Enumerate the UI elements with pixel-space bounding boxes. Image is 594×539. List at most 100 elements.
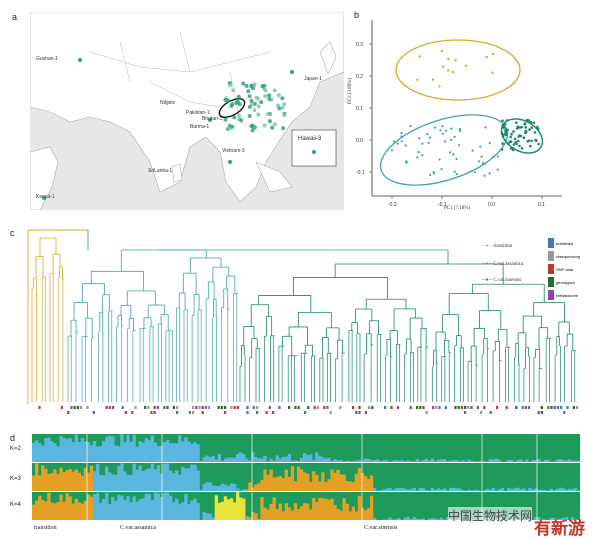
structure-bar <box>50 472 54 491</box>
structure-bar <box>56 502 60 520</box>
structure-bar <box>537 458 541 462</box>
structure-bar <box>263 469 267 491</box>
structure-bar <box>214 485 219 491</box>
structure-bar <box>257 519 261 520</box>
group-label-sinensis: C.var.sinensis <box>364 525 398 531</box>
structure-bar <box>281 456 285 462</box>
structure-bar <box>65 438 69 462</box>
trait-mark <box>528 406 531 409</box>
trait-mark <box>339 406 342 409</box>
structure-bar <box>123 471 127 491</box>
structure-bar <box>144 493 148 520</box>
structure-bar <box>150 435 155 462</box>
pca-point-sinensis <box>517 139 520 143</box>
structure-bar <box>531 489 535 491</box>
pca-point-sinensis <box>533 131 537 134</box>
trait-mark <box>198 406 201 409</box>
place-label-nilgiris: Nilgiris <box>160 100 175 106</box>
structure-bar <box>162 441 167 462</box>
trait-mark <box>326 406 329 409</box>
map-sample-dot <box>280 96 285 101</box>
structure-bar <box>117 465 121 491</box>
pca-point-transition <box>440 49 443 53</box>
structure-bar <box>220 483 225 491</box>
structure-bar <box>147 493 152 520</box>
structure-bar <box>44 501 48 520</box>
trait-mark <box>288 406 291 409</box>
structure-bar <box>35 440 39 462</box>
structure-bar <box>135 501 139 520</box>
structure-bar <box>150 463 155 491</box>
pca-point-sinensis <box>520 125 523 129</box>
structure-bar <box>570 517 575 520</box>
trait-mark <box>153 406 156 409</box>
japan-landmass <box>319 41 337 75</box>
trait-legend-published: published <box>548 238 584 248</box>
structure-bar <box>369 475 374 491</box>
structure-bar <box>382 489 386 491</box>
tree-svg <box>27 229 579 414</box>
structure-bar <box>193 464 197 491</box>
structure-bar <box>290 466 295 491</box>
structure-bar <box>74 469 78 491</box>
trait-mark <box>192 406 195 409</box>
structure-bar <box>443 488 447 491</box>
structure-bar <box>126 434 130 462</box>
group-label-assamica: C.var.assamica <box>120 525 156 531</box>
asia-landmass <box>30 12 344 203</box>
trait-mark <box>563 411 566 414</box>
pca-ytick-label: 0.2 <box>356 74 363 80</box>
structure-bar <box>223 458 228 462</box>
structure-bar <box>299 506 304 520</box>
pca-point-assamica <box>400 132 403 135</box>
structure-bar <box>366 478 371 491</box>
structure-bar <box>315 452 319 462</box>
structure-bar <box>287 454 292 462</box>
structure-bar <box>187 468 191 491</box>
structure-bar <box>412 487 416 491</box>
structure-bar <box>351 506 356 520</box>
structure-bar <box>506 487 511 491</box>
structure-bar <box>275 455 279 462</box>
structure-bar <box>120 495 124 520</box>
structure-bar <box>53 469 57 491</box>
structure-bar <box>573 460 578 462</box>
structure-bar <box>98 446 103 462</box>
structure-bar <box>309 509 313 520</box>
map-sample-dot <box>247 114 252 118</box>
map-sample-dot <box>236 94 241 99</box>
pca-point-assamica <box>427 141 430 144</box>
structure-bar <box>71 471 75 491</box>
pca-point-sinensis <box>511 148 515 152</box>
structure-bar <box>573 488 578 491</box>
structure-svg <box>32 434 581 521</box>
structure-bar <box>427 460 432 462</box>
map-sample-dot <box>226 98 231 103</box>
structure-bar <box>199 460 203 462</box>
pca-point-sinensis <box>509 135 512 139</box>
trait-mark <box>272 411 275 414</box>
structure-bar <box>175 498 179 520</box>
map-sample-dot <box>229 103 234 108</box>
trait-mark <box>121 406 124 409</box>
structure-bar <box>129 502 133 520</box>
pca-xlabel: PC1 (7.18%) <box>444 206 471 211</box>
map-sample-dot <box>281 126 286 131</box>
structure-bar <box>114 501 118 520</box>
structure-bar <box>92 441 97 462</box>
structure-bar <box>272 477 276 491</box>
structure-bar <box>433 489 438 491</box>
structure-bar <box>561 488 566 491</box>
k-label-4: K=4 <box>10 502 21 508</box>
structure-bar <box>567 459 572 462</box>
structure-bar <box>540 519 544 520</box>
trait-mark <box>67 411 70 414</box>
structure-bar <box>427 518 432 520</box>
structure-bar <box>269 458 273 462</box>
structure-bar <box>400 460 404 462</box>
structure-bar <box>485 488 489 491</box>
structure-bar <box>102 498 106 520</box>
structure-bar <box>482 461 486 462</box>
structure-bar <box>235 453 240 462</box>
structure-bar <box>248 460 252 462</box>
